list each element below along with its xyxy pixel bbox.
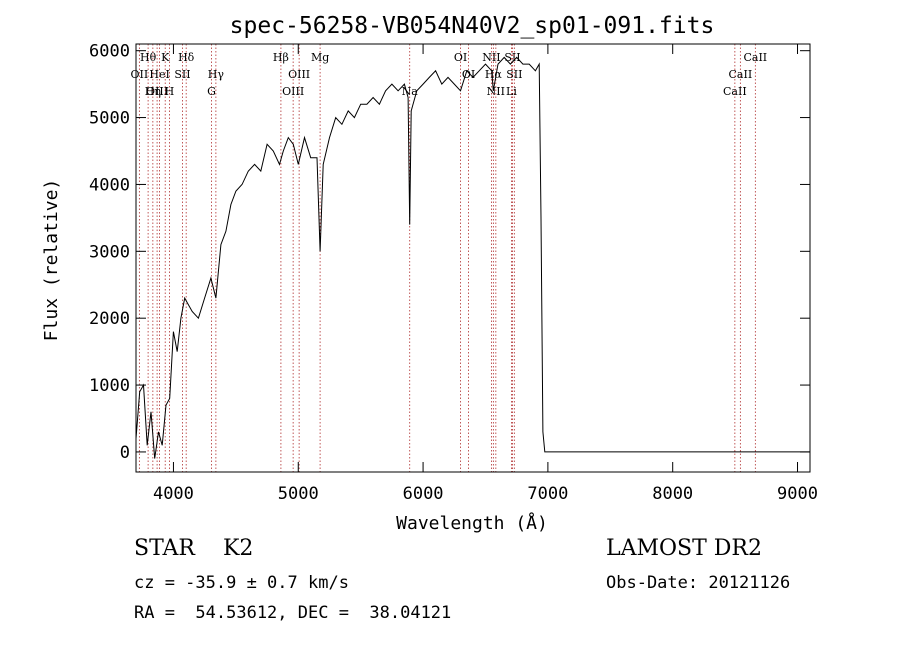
x-tick-label: 6000: [403, 484, 444, 504]
spectral-line-label: CaII: [729, 68, 753, 81]
spectral-line-markers: HθOIIOIIIKHeIHηHδSIIHHγGHβOIIIOIIIMgNaOI…: [131, 44, 767, 472]
y-tick-label: 5000: [89, 109, 130, 129]
y-tick-label: 1000: [89, 376, 130, 396]
y-tick-label: 4000: [89, 175, 130, 195]
spectral-line-label: Li: [506, 85, 517, 98]
spectral-line-label: SII: [506, 68, 522, 81]
spectral-line-label: CaII: [723, 85, 747, 98]
y-tick-label: 2000: [89, 309, 130, 329]
spectral-line-label: Mg: [311, 51, 329, 64]
x-tick-label: 9000: [777, 484, 818, 504]
sky-coordinates: RA = 54.53612, DEC = 38.04121: [134, 603, 452, 623]
redshift-velocity: cz = -35.9 ± 0.7 km/s: [134, 573, 349, 593]
y-axis-ticks: 0 1000 2000 3000 4000 5000 6000: [89, 42, 810, 463]
y-tick-label: 6000: [89, 42, 130, 62]
observation-date: Obs-Date: 20121126: [606, 573, 791, 593]
plot-frame: [135, 43, 811, 473]
x-tick-label: 4000: [153, 484, 194, 504]
spectral-line-label: NII: [482, 51, 500, 64]
spectral-line-label: Hδ: [178, 51, 195, 64]
spectral-line-label: OIII: [282, 85, 304, 98]
spectral-line-label: Hβ: [273, 51, 289, 64]
spectral-line-label: K: [161, 51, 170, 64]
spectrum-line: [135, 56, 810, 459]
spectral-line-label: SII: [504, 51, 520, 64]
y-axis-label: Flux (relative): [41, 179, 62, 342]
survey-name: LAMOST DR2: [606, 536, 762, 561]
x-tick-label: 8000: [652, 484, 693, 504]
y-tick-label: 3000: [89, 242, 130, 262]
spectral-line-label: OI: [454, 51, 467, 64]
x-tick-label: 5000: [278, 484, 319, 504]
x-tick-label: 7000: [527, 484, 568, 504]
chart-title: spec-56258-VB054N40V2_sp01-091.fits: [230, 13, 715, 39]
spectral-line-label: Hθ: [140, 51, 157, 64]
spectral-line-label: CaII: [743, 51, 767, 64]
y-tick-label: 0: [120, 443, 130, 463]
spectral-line-label: OII: [131, 68, 149, 81]
spectral-line-label: NII: [487, 85, 505, 98]
x-axis-ticks: 4000 5000 6000 7000 8000 9000: [153, 44, 818, 504]
object-class: STAR K2: [134, 536, 254, 561]
spectrum-chart: spec-56258-VB054N40V2_sp01-091.fits Hθ OI…: [41, 13, 818, 534]
spectral-line-label: G: [207, 85, 216, 98]
spectral-line-label: Hη: [145, 85, 161, 98]
spectral-line-label: Hα: [485, 68, 503, 81]
spectral-line-label: OIII: [288, 68, 310, 81]
spectral-line-label: HeI: [149, 68, 169, 81]
spectral-line-label: H: [165, 85, 175, 98]
spectral-line-label: OIII: [146, 85, 168, 98]
spectral-line-label: Hγ: [208, 68, 225, 81]
spectral-line-label: SII: [174, 68, 190, 81]
x-axis-label: Wavelength (Å): [396, 512, 548, 534]
spectral-line-label: OI: [462, 68, 475, 81]
